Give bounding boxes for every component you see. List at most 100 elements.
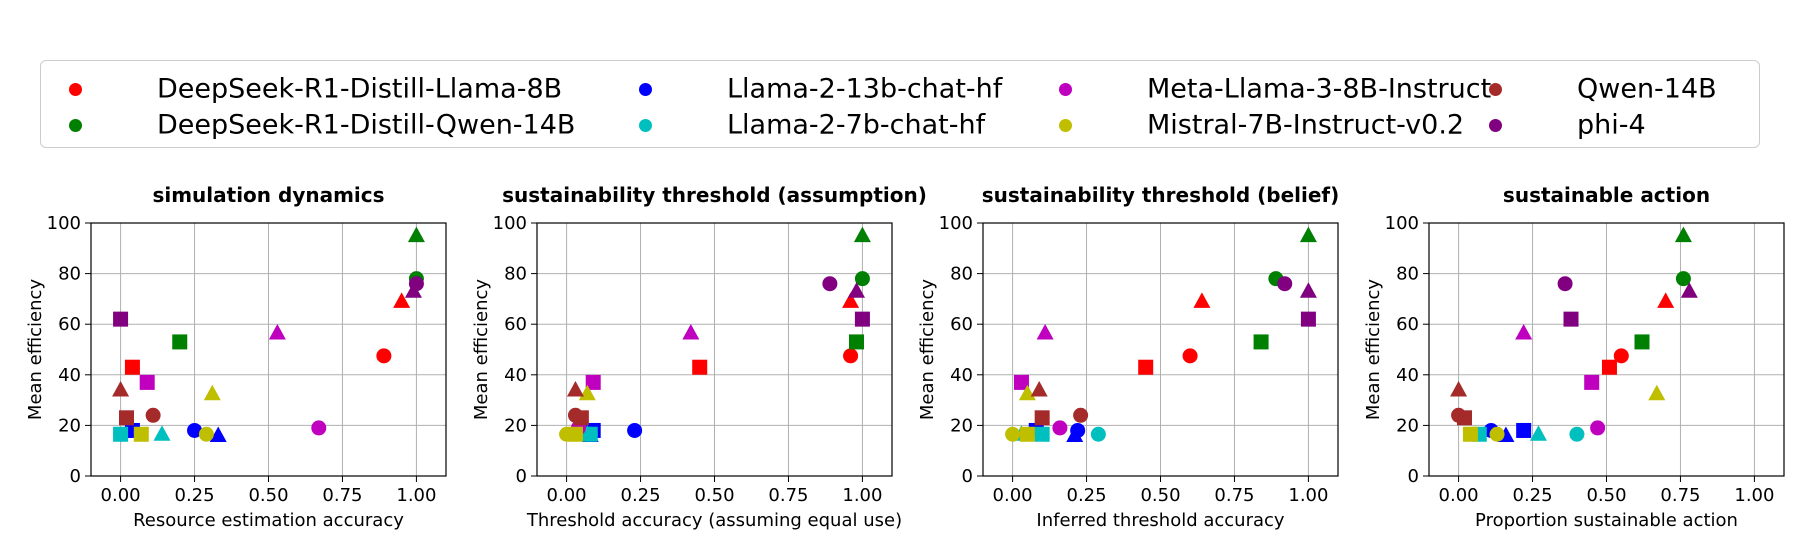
- data-point: [1034, 426, 1050, 442]
- legend-label: Qwen-14B: [1577, 73, 1717, 105]
- x-tick-label: 0.50: [1140, 485, 1180, 506]
- data-point: [1489, 426, 1505, 442]
- y-tick-label: 40: [950, 365, 973, 386]
- data-point: [1515, 324, 1533, 340]
- data-point: [1034, 410, 1050, 426]
- legend-label: phi-4: [1577, 109, 1646, 141]
- data-point: [209, 426, 227, 443]
- data-point: [1299, 282, 1317, 298]
- data-point: [393, 292, 411, 308]
- data-point: [407, 226, 425, 243]
- data-point: [1680, 282, 1698, 298]
- data-point: [145, 407, 161, 423]
- y-tick-label: 100: [493, 213, 527, 234]
- legend-marker-icon: [1489, 118, 1502, 132]
- legend-marker-icon: [639, 118, 652, 132]
- data-point: [849, 334, 864, 350]
- data-point: [311, 420, 327, 436]
- data-point: [198, 426, 214, 442]
- y-tick-label: 20: [504, 415, 527, 436]
- y-tick-label: 20: [58, 415, 81, 436]
- legend-item: DeepSeek-R1-Distill-Qwen-14B: [69, 105, 575, 145]
- data-point: [1193, 292, 1211, 308]
- data-point: [1019, 426, 1035, 442]
- y-tick-label: 0: [962, 466, 973, 487]
- y-tick-label: 40: [58, 365, 81, 386]
- data-point: [1657, 292, 1675, 308]
- legend-marker-icon: [69, 118, 82, 132]
- data-point: [1030, 380, 1048, 397]
- data-point: [842, 292, 860, 308]
- data-point: [404, 282, 422, 298]
- legend-marker-icon: [639, 82, 652, 96]
- x-tick-label: 0.75: [1214, 485, 1254, 506]
- data-point: [692, 359, 708, 375]
- data-point: [139, 374, 155, 390]
- y-tick-label: 100: [939, 213, 973, 234]
- data-point: [187, 422, 203, 438]
- y-tick-label: 60: [504, 314, 527, 335]
- data-point: [1253, 334, 1269, 350]
- x-tick-label: 0.75: [1660, 485, 1700, 506]
- data-point: [1584, 374, 1600, 390]
- data-point: [113, 426, 129, 442]
- data-point: [1005, 426, 1021, 442]
- data-point: [1516, 422, 1532, 438]
- data-point: [567, 426, 583, 442]
- y-tick-label: 100: [1385, 213, 1419, 234]
- y-tick-label: 80: [504, 264, 527, 285]
- chart-panel-1: 0.00 0.25 0.50 0.75 1.00 0 20 40 60 80 100 simulati…: [25, 183, 447, 531]
- chart-panel-2: 0.00 0.25 0.50 0.75 1.00 0 20 40 60 80 100 sustaina…: [471, 183, 927, 531]
- x-tick-label: 0.50: [1586, 485, 1626, 506]
- legend-item: Llama-2-13b-chat-hf: [639, 69, 1002, 109]
- legend-item: Qwen-14B: [1489, 69, 1717, 109]
- chart-panel-3: 0.00 0.25 0.50 0.75 1.00 0 20 40 60 80 100 sustaina…: [917, 183, 1339, 531]
- data-point: [1277, 276, 1293, 292]
- chart-panel-4: 0.00 0.25 0.50 0.75 1.00 0 20 40 60 80 100 sustaina…: [1363, 183, 1785, 531]
- legend-item: DeepSeek-R1-Distill-Llama-8B: [69, 69, 562, 109]
- legend-label: DeepSeek-R1-Distill-Qwen-14B: [157, 109, 576, 141]
- y-tick-label: 60: [1396, 314, 1419, 335]
- x-axis-label: Resource estimation accuracy: [133, 510, 404, 531]
- data-point: [1529, 425, 1547, 441]
- x-tick-label: 0.75: [768, 485, 808, 506]
- y-tick-label: 0: [1408, 466, 1419, 487]
- y-tick-label: 0: [516, 466, 527, 487]
- y-tick-label: 80: [58, 264, 81, 285]
- data-point: [1299, 226, 1317, 243]
- chart-title: sustainability threshold (belief): [982, 183, 1340, 207]
- y-tick-label: 20: [1396, 415, 1419, 436]
- legend-marker-icon: [1059, 118, 1072, 132]
- x-tick-label: 1.00: [396, 485, 436, 506]
- data-point: [1138, 359, 1154, 375]
- x-tick-label: 1.00: [1288, 485, 1328, 506]
- data-point: [1590, 420, 1606, 436]
- x-tick-label: 1.00: [1734, 485, 1774, 506]
- data-point: [585, 374, 601, 390]
- x-tick-label: 0.00: [1439, 485, 1479, 506]
- y-tick-label: 80: [1396, 264, 1419, 285]
- x-tick-label: 0.00: [101, 485, 141, 506]
- chart-title: sustainability threshold (assumption): [502, 183, 927, 207]
- data-point: [1300, 311, 1316, 327]
- data-point: [133, 426, 149, 442]
- x-tick-label: 0.50: [694, 485, 734, 506]
- y-tick-label: 60: [58, 314, 81, 335]
- data-point: [682, 324, 700, 340]
- legend-label: Llama-2-13b-chat-hf: [727, 73, 1003, 105]
- data-point: [376, 348, 392, 364]
- x-tick-label: 0.50: [248, 485, 288, 506]
- data-point: [1462, 426, 1478, 442]
- legend-marker-icon: [1489, 82, 1502, 96]
- data-point: [822, 276, 838, 292]
- data-point: [582, 426, 598, 442]
- data-point: [112, 380, 130, 397]
- y-axis-label: Mean efficiency: [917, 279, 938, 421]
- y-tick-label: 40: [1396, 365, 1419, 386]
- data-point: [1563, 311, 1579, 327]
- data-point: [1066, 426, 1084, 443]
- data-point: [843, 348, 859, 364]
- y-axis-label: Mean efficiency: [471, 279, 492, 421]
- x-tick-label: 0.25: [1067, 485, 1107, 506]
